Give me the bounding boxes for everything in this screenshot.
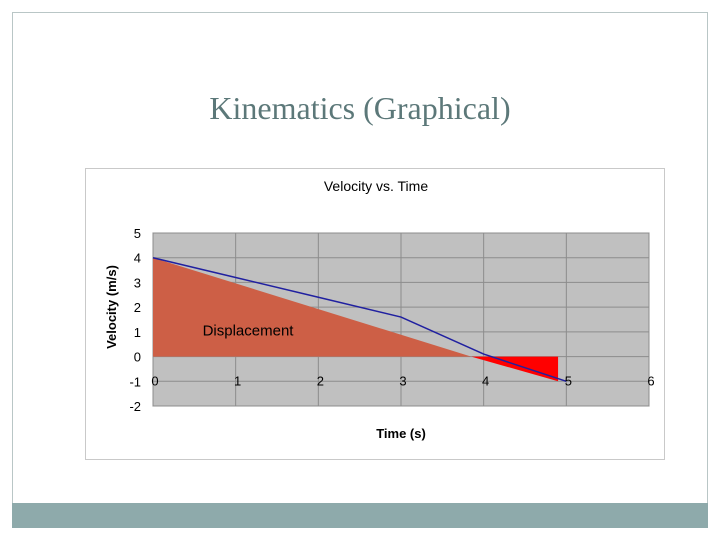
y-tick-label: -2 xyxy=(129,399,141,414)
displacement-area-positive xyxy=(153,257,472,357)
y-axis-title: Velocity (m/s) xyxy=(104,265,119,349)
y-tick-label: 1 xyxy=(134,325,141,340)
footer-bar xyxy=(12,503,708,528)
displacement-area-negative xyxy=(471,356,559,382)
x-tick-label: 6 xyxy=(647,374,654,389)
velocity-line xyxy=(152,256,567,382)
y-tick-label: 4 xyxy=(134,251,141,266)
chart-title: Velocity vs. Time xyxy=(324,178,428,194)
y-tick-label: 5 xyxy=(134,226,141,241)
chart-container: 0 1 2 3 4 5 6 5 4 3 2 1 0 -1 -2 Velocity vs. Time Time… xyxy=(85,168,665,460)
x-tick-label: 5 xyxy=(565,374,572,389)
y-tick-label: -1 xyxy=(129,374,141,389)
x-tick-label: 3 xyxy=(399,374,406,389)
y-tick-label: 3 xyxy=(134,275,141,290)
slide-title: Kinematics (Graphical) xyxy=(209,90,511,126)
velocity-time-chart: 0 1 2 3 4 5 6 5 4 3 2 1 0 -1 -2 Velocity vs. Time Time… xyxy=(104,178,655,441)
x-tick-label: 2 xyxy=(317,374,324,389)
x-axis-title: Time (s) xyxy=(376,426,426,441)
x-tick-label: 1 xyxy=(234,374,241,389)
y-tick-label: 0 xyxy=(134,350,141,365)
y-tick-label: 2 xyxy=(134,300,141,315)
annotation-label: Displacement xyxy=(203,323,295,340)
x-tick-label: 4 xyxy=(482,374,489,389)
x-tick-label: 0 xyxy=(151,374,158,389)
